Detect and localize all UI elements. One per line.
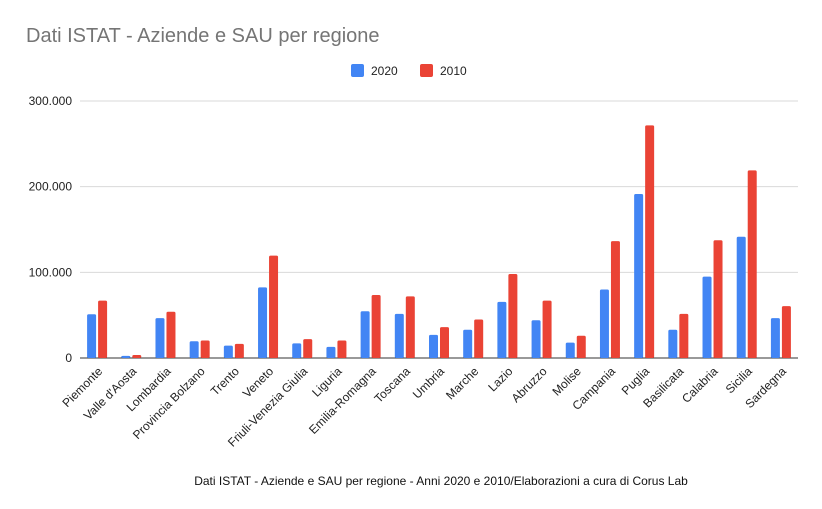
legend-swatch-2020 <box>351 64 364 77</box>
bar-2020-veneto <box>258 287 268 358</box>
bar-2010-marche <box>474 319 484 358</box>
bar-2020-lombardia <box>155 318 165 358</box>
bar-2010-calabria <box>713 240 723 358</box>
y-tick-label: 200.000 <box>29 180 73 194</box>
bar-2010-provincia-bolzano <box>200 340 210 358</box>
legend-label-2010: 2010 <box>440 64 467 78</box>
bar-2010-umbria <box>440 327 449 358</box>
y-tick-label: 100.000 <box>29 265 73 279</box>
bar-2010-friuli-venezia-giulia <box>303 339 313 358</box>
x-tick-label: Calabria <box>679 364 721 406</box>
legend-swatch-2010 <box>420 64 433 77</box>
bar-2020-campania <box>599 289 609 358</box>
bar-2020-calabria <box>702 276 712 358</box>
bar-2010-puglia <box>645 125 655 358</box>
bar-2010-emilia-romagna <box>371 295 381 358</box>
bar-2010-lombardia <box>166 311 176 358</box>
bar-2020-basilicata <box>668 329 678 358</box>
bars <box>87 125 791 358</box>
x-tick-label: Umbria <box>410 364 447 401</box>
bar-2020-piemonte <box>87 314 97 358</box>
bar-2010-veneto <box>269 255 279 358</box>
bar-2010-sardegna <box>781 306 791 358</box>
legend-label-2020: 2020 <box>371 64 398 78</box>
chart-title: Dati ISTAT - Aziende e SAU per regione <box>26 25 380 47</box>
bar-2020-valle-d-aosta <box>121 355 131 358</box>
y-tick-label: 300.000 <box>29 94 73 108</box>
bar-2020-friuli-venezia-giulia <box>292 343 302 358</box>
bar-2010-basilicata <box>679 313 689 358</box>
bar-2010-valle-d-aosta <box>132 355 142 358</box>
bar-2020-provincia-bolzano <box>189 341 199 358</box>
gridlines <box>80 100 798 359</box>
y-axis: 0 100.000 200.000 300.000 <box>29 94 73 365</box>
legend: 2020 2010 <box>351 64 467 78</box>
x-tick-label: Lazio <box>485 364 515 394</box>
bar-2010-molise <box>576 335 586 358</box>
x-tick-label: Trento <box>208 364 242 398</box>
y-tick-label: 0 <box>65 351 72 365</box>
bar-2020-lazio <box>497 301 507 358</box>
bar-2020-emilia-romagna <box>360 311 370 358</box>
bar-2020-umbria <box>429 334 438 358</box>
bar-2010-sicilia <box>747 170 757 358</box>
bar-2010-piemonte <box>98 300 108 358</box>
bar-2010-campania <box>610 241 620 358</box>
x-tick-label: Toscana <box>371 364 413 406</box>
bar-2020-sardegna <box>770 318 780 358</box>
bar-2020-puglia <box>634 193 644 358</box>
x-tick-label: Sicilia <box>723 364 755 396</box>
x-tick-label: Abruzzo <box>509 364 550 405</box>
bar-2020-liguria <box>326 346 336 358</box>
bar-2020-abruzzo <box>531 320 541 358</box>
bar-2010-lazio <box>508 274 518 358</box>
chart-caption: Dati ISTAT - Aziende e SAU per regione -… <box>194 474 688 488</box>
bar-2010-toscana <box>405 296 415 358</box>
bar-2020-molise <box>565 342 575 358</box>
bar-2010-liguria <box>337 340 347 358</box>
x-tick-label: Marche <box>443 364 481 402</box>
bar-2010-trento <box>234 343 244 358</box>
bar-2020-sicilia <box>736 236 746 358</box>
bar-2010-abruzzo <box>542 300 552 358</box>
bar-2020-marche <box>463 329 473 358</box>
bar-2020-trento <box>223 345 233 358</box>
bar-2020-toscana <box>394 313 404 358</box>
